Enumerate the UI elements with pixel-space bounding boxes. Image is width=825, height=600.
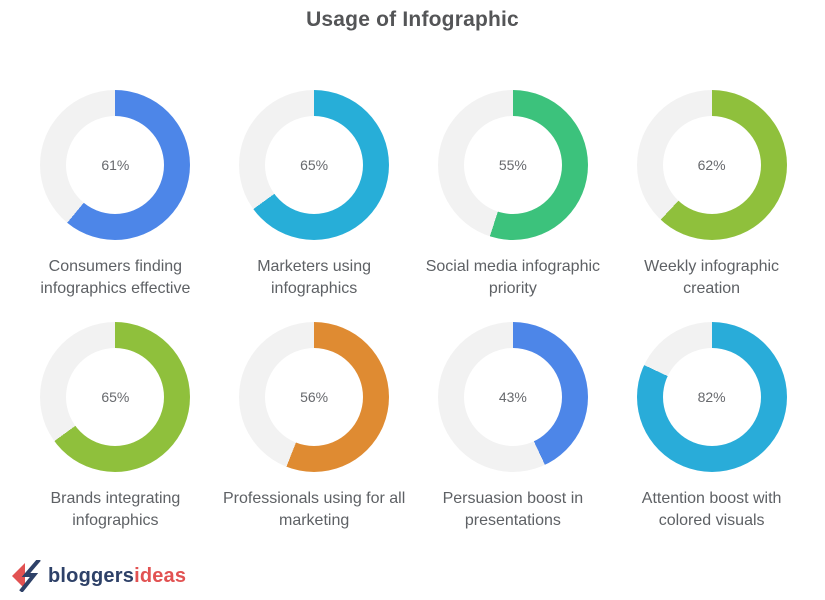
donut-percent-label: 61% xyxy=(101,157,130,173)
donut-hole: 65% xyxy=(265,116,364,214)
donut-caption: Professionals using for all marketing xyxy=(222,490,406,529)
donut-caption: Consumers finding infographics effective xyxy=(40,258,191,297)
donut-ring: 43% xyxy=(437,322,588,472)
donut-cell-consumers: 61% Consumers finding infographics effec… xyxy=(16,90,215,300)
logo-text: bloggersideas xyxy=(48,565,186,588)
donut-ring: 61% xyxy=(40,90,191,240)
logo-text-ideas: ideas xyxy=(134,564,187,587)
page-title: Usage of Infographic xyxy=(306,8,519,31)
donut-cell-marketers: 65% Marketers using infographics xyxy=(215,90,414,300)
donut-hole: 62% xyxy=(662,116,761,214)
logo: bloggersideas xyxy=(11,560,186,592)
donut-hole: 43% xyxy=(463,348,562,446)
donut-percent-label: 56% xyxy=(300,389,329,405)
donut-hole: 61% xyxy=(66,116,165,214)
donut-percent-label: 62% xyxy=(697,157,726,173)
donut-cell-brands: 65% Brands integrating infographics xyxy=(16,322,215,532)
donut-ring: 65% xyxy=(239,90,390,240)
donut-hole: 82% xyxy=(662,348,761,446)
donut-percent-label: 55% xyxy=(498,157,527,173)
donut-cell-attention: 82% Attention boost with colored visuals xyxy=(612,322,811,532)
logo-text-bloggers: bloggers xyxy=(48,564,135,587)
arrow-bolt-icon xyxy=(11,560,41,592)
donut-hole: 55% xyxy=(463,116,562,214)
donut-hole: 65% xyxy=(66,348,165,446)
donut-caption: Weekly infographic creation xyxy=(644,258,780,297)
donut-chart-grid: 61% Consumers finding infographics effec… xyxy=(0,90,825,532)
donut-cell-persuasion: 43% Persuasion boost in presentations xyxy=(414,322,613,532)
donut-percent-label: 43% xyxy=(498,389,527,405)
donut-caption: Marketers using infographics xyxy=(257,258,372,297)
donut-percent-label: 65% xyxy=(101,389,130,405)
donut-hole: 56% xyxy=(265,348,364,446)
donut-percent-label: 65% xyxy=(300,157,329,173)
donut-caption: Attention boost with colored visuals xyxy=(641,490,782,529)
donut-cell-professionals: 56% Professionals using for all marketin… xyxy=(215,322,414,532)
donut-ring: 55% xyxy=(437,90,588,240)
donut-cell-weekly-creation: 62% Weekly infographic creation xyxy=(612,90,811,300)
donut-caption: Brands integrating infographics xyxy=(50,490,181,529)
donut-percent-label: 82% xyxy=(697,389,726,405)
donut-ring: 62% xyxy=(636,90,787,240)
donut-ring: 56% xyxy=(239,322,390,472)
donut-cell-social-media: 55% Social media infographic priority xyxy=(414,90,613,300)
donut-caption: Social media infographic priority xyxy=(425,258,601,297)
donut-ring: 82% xyxy=(636,322,787,472)
donut-ring: 65% xyxy=(40,322,191,472)
donut-caption: Persuasion boost in presentations xyxy=(442,490,584,529)
